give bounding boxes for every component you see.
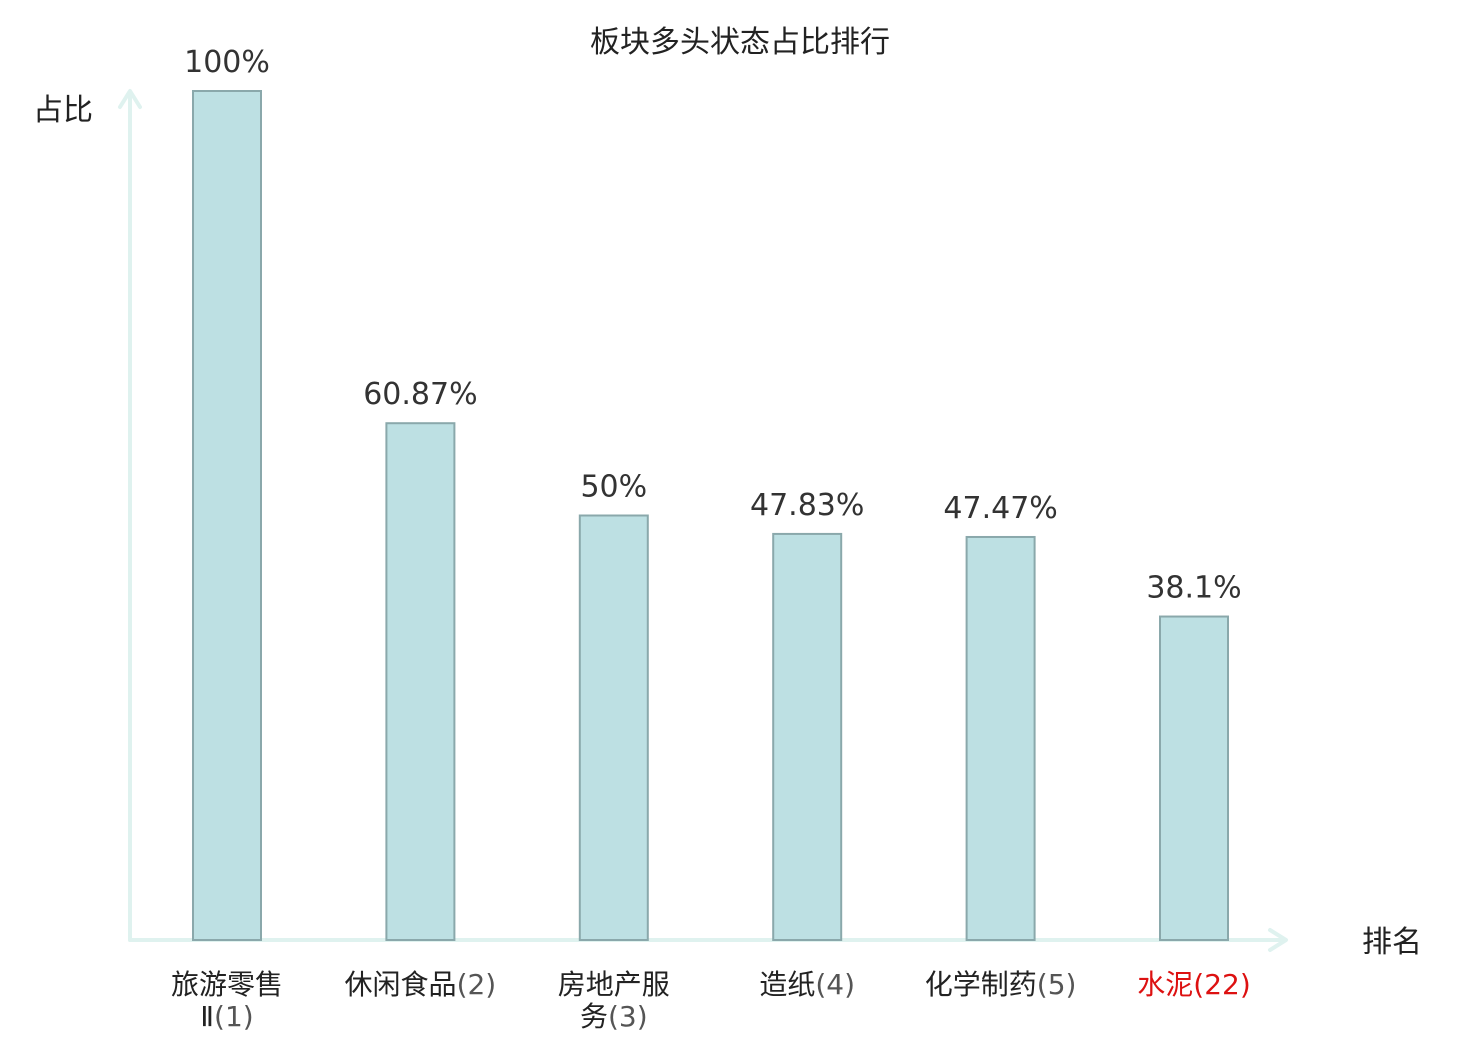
value-labels: 100% 60.87% 50% 47.83% 47.47% 38.1% xyxy=(184,45,1242,606)
data-label: 47.47% xyxy=(943,491,1057,526)
bar xyxy=(1159,615,1229,941)
x-axis-arrow-icon xyxy=(1268,928,1288,952)
category-name: 化学制药 xyxy=(925,968,1037,1001)
x-tick-label: 水泥(22) xyxy=(1137,968,1251,1001)
y-axis-arrow-icon xyxy=(118,89,142,109)
category-rank: (1) xyxy=(214,1000,254,1033)
y-axis-label: 占比 xyxy=(33,93,93,128)
bar-series xyxy=(192,90,1229,942)
category-name: 水泥 xyxy=(1137,968,1193,1001)
x-tick-label: 休闲食品(2) xyxy=(345,968,497,1001)
category-rank: (5) xyxy=(1037,968,1077,1001)
x-tick-label-line: 水泥(22) xyxy=(1137,968,1251,1001)
x-axis-label: 排名 xyxy=(1362,925,1422,960)
bar xyxy=(772,532,843,941)
category-name: 旅游零售 xyxy=(171,968,283,1001)
chart-title: 板块多头状态占比排行 xyxy=(590,25,890,60)
x-tick-label-line: Ⅱ(1) xyxy=(200,1000,253,1033)
category-rank: (3) xyxy=(608,1000,648,1033)
category-name: 务 xyxy=(580,1000,608,1033)
data-label: 47.83% xyxy=(750,488,864,523)
data-label: 38.1% xyxy=(1146,571,1241,606)
x-tick-label-line: 房地产服 xyxy=(558,968,670,1001)
category-name: 房地产服 xyxy=(558,968,670,1001)
category-name: 休闲食品 xyxy=(345,968,457,1001)
bar xyxy=(192,90,262,941)
category-rank: (4) xyxy=(815,968,855,1001)
category-rank: (22) xyxy=(1193,968,1250,1001)
bar xyxy=(578,514,649,941)
y-axis xyxy=(118,89,142,942)
x-tick-label: 造纸(4) xyxy=(759,968,855,1001)
x-tick-label-line: 化学制药(5) xyxy=(925,968,1077,1001)
x-tick-label-line: 造纸(4) xyxy=(759,968,855,1001)
category-name: 造纸 xyxy=(759,968,815,1001)
data-label: 100% xyxy=(184,45,270,80)
x-axis xyxy=(128,928,1288,952)
x-tick-label: 化学制药(5) xyxy=(925,968,1077,1001)
x-tick-label-line: 务(3) xyxy=(580,1000,648,1033)
category-name: Ⅱ xyxy=(200,1000,214,1033)
x-tick-label-line: 休闲食品(2) xyxy=(345,968,497,1001)
bar xyxy=(965,535,1036,941)
x-tick-label-line: 旅游零售 xyxy=(171,968,283,1001)
data-label: 60.87% xyxy=(363,377,477,412)
category-rank: (2) xyxy=(457,968,497,1001)
data-label: 50% xyxy=(580,470,647,505)
bar xyxy=(385,422,456,942)
